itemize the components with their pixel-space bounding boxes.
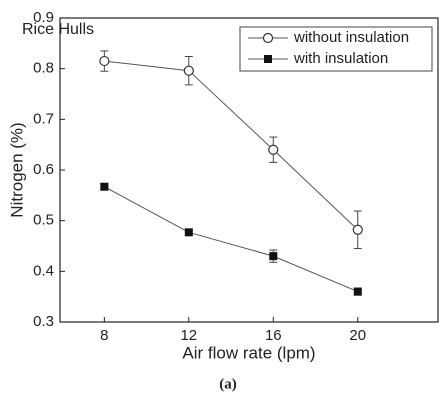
- legend-label: without insulation: [293, 29, 409, 46]
- marker: [353, 287, 362, 296]
- marker: [184, 228, 193, 237]
- x-tick-label: 8: [100, 327, 108, 344]
- y-tick-label: 0.3: [33, 313, 54, 330]
- legend-marker: [262, 32, 274, 44]
- legend-box: [239, 26, 433, 72]
- marker: [352, 224, 363, 235]
- series-line: [104, 60, 359, 231]
- marker: [268, 144, 279, 155]
- marker: [269, 252, 278, 261]
- y-tick-label: 0.8: [33, 60, 54, 77]
- marker: [99, 55, 110, 67]
- legend-label: with insulation: [293, 50, 388, 67]
- caption: (a): [219, 376, 237, 392]
- y-tick-label: 0.4: [33, 262, 54, 279]
- x-tick-label: 20: [349, 327, 366, 344]
- marker: [183, 65, 194, 76]
- legend-marker: [264, 55, 272, 63]
- x-tick-label: 16: [265, 327, 282, 344]
- y-tick-label: 0.9: [33, 9, 54, 26]
- y-tick-label: 0.7: [33, 110, 54, 127]
- y-tick-label: 0.5: [33, 212, 54, 229]
- marker: [100, 182, 109, 191]
- chart-title: Rice Hulls: [22, 21, 94, 38]
- y-axis-label: Nitrogen (%): [7, 122, 26, 217]
- x-tick-label: 12: [180, 327, 197, 344]
- series-line: [104, 186, 358, 293]
- y-tick-label: 0.6: [33, 161, 54, 178]
- x-axis-label: Air flow rate (lpm): [182, 343, 315, 362]
